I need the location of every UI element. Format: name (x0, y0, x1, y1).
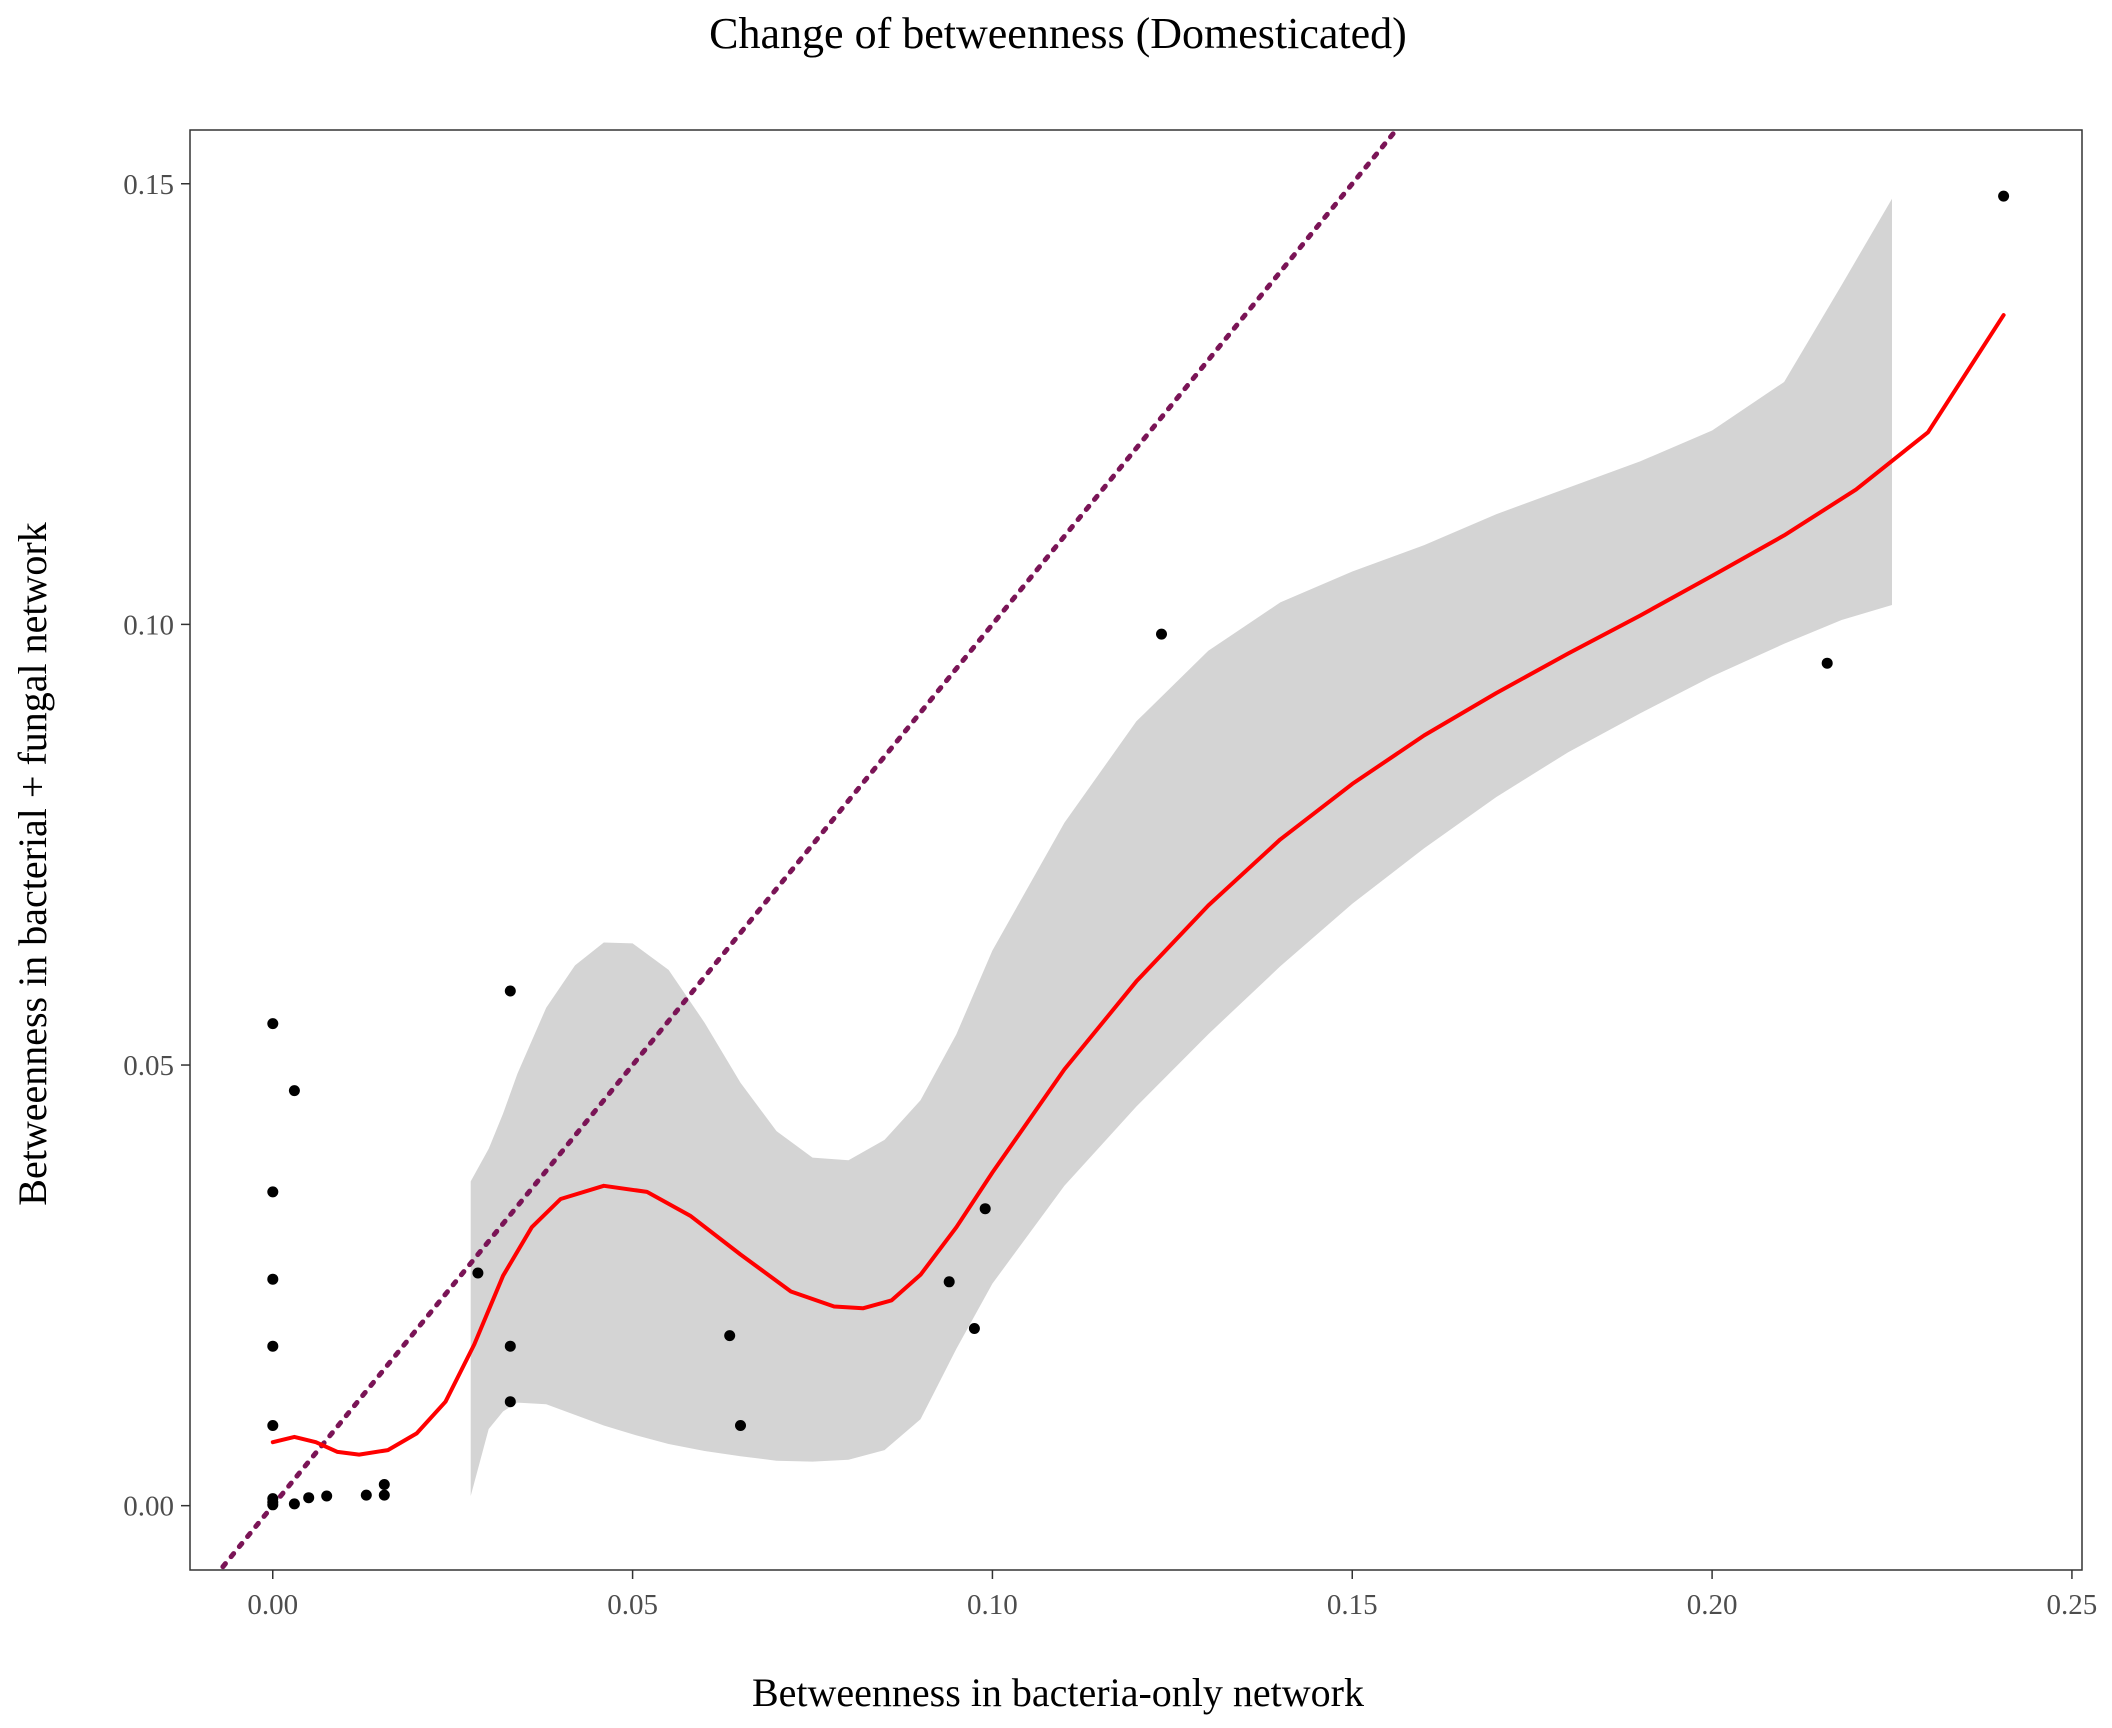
y-tick-label-0: 0.00 (123, 1491, 174, 1523)
data-point-21 (735, 1420, 746, 1431)
data-point-20 (724, 1330, 736, 1342)
x-tick-label-2: 0.10 (967, 1589, 1018, 1621)
data-point-12 (321, 1490, 333, 1502)
data-point-15 (378, 1489, 390, 1501)
data-point-16 (472, 1267, 484, 1279)
data-point-9 (288, 1085, 300, 1097)
x-tick-label-3: 0.15 (1327, 1589, 1378, 1621)
data-point-18 (504, 1340, 516, 1352)
data-point-24 (979, 1203, 991, 1215)
y-tick-label-1: 0.05 (123, 1050, 174, 1082)
data-point-14 (378, 1479, 390, 1490)
plot-area: 0.00 0.05 0.10 0.15 0.20 0.25 0.00 0.05 0.10 0.15 (123, 129, 2098, 1621)
x-axis-title: Betweenness in bacteria-only network (752, 1670, 1364, 1715)
data-point-27 (1998, 190, 2010, 202)
y-axis-title: Betweenness in bacterial + fungal networ… (10, 522, 55, 1205)
data-point-26 (1821, 657, 1833, 669)
confidence-band (470, 198, 1893, 1497)
x-tick-label-5: 0.25 (2047, 1589, 2098, 1621)
data-point-17 (504, 985, 516, 997)
smooth-trend-line (270, 313, 2006, 1457)
x-tick-label-0: 0.00 (247, 1589, 298, 1621)
data-point-3 (267, 1273, 279, 1285)
y-tick-label-3: 0.15 (123, 169, 174, 201)
data-point-11 (303, 1492, 315, 1504)
data-point-22 (943, 1276, 955, 1288)
identity-reference-line (216, 130, 1400, 1570)
chart-title: Change of betweenness (Domesticated) (709, 9, 1407, 58)
data-point-4 (267, 1340, 279, 1352)
x-tick-label-1: 0.05 (607, 1589, 658, 1621)
data-point-2 (267, 1186, 279, 1198)
data-point-13 (360, 1489, 372, 1501)
data-point-23 (968, 1323, 980, 1334)
data-point-19 (504, 1396, 516, 1408)
data-point-10 (288, 1498, 300, 1510)
panel-content (216, 130, 2010, 1570)
y-tick-label-2: 0.10 (123, 609, 174, 641)
data-point-5 (267, 1420, 279, 1431)
panel-border (189, 129, 2083, 1571)
data-point-8 (267, 1499, 279, 1511)
data-point-1 (267, 1018, 279, 1030)
x-tick-label-4: 0.20 (1687, 1589, 1738, 1621)
data-point-25 (1156, 628, 1167, 640)
